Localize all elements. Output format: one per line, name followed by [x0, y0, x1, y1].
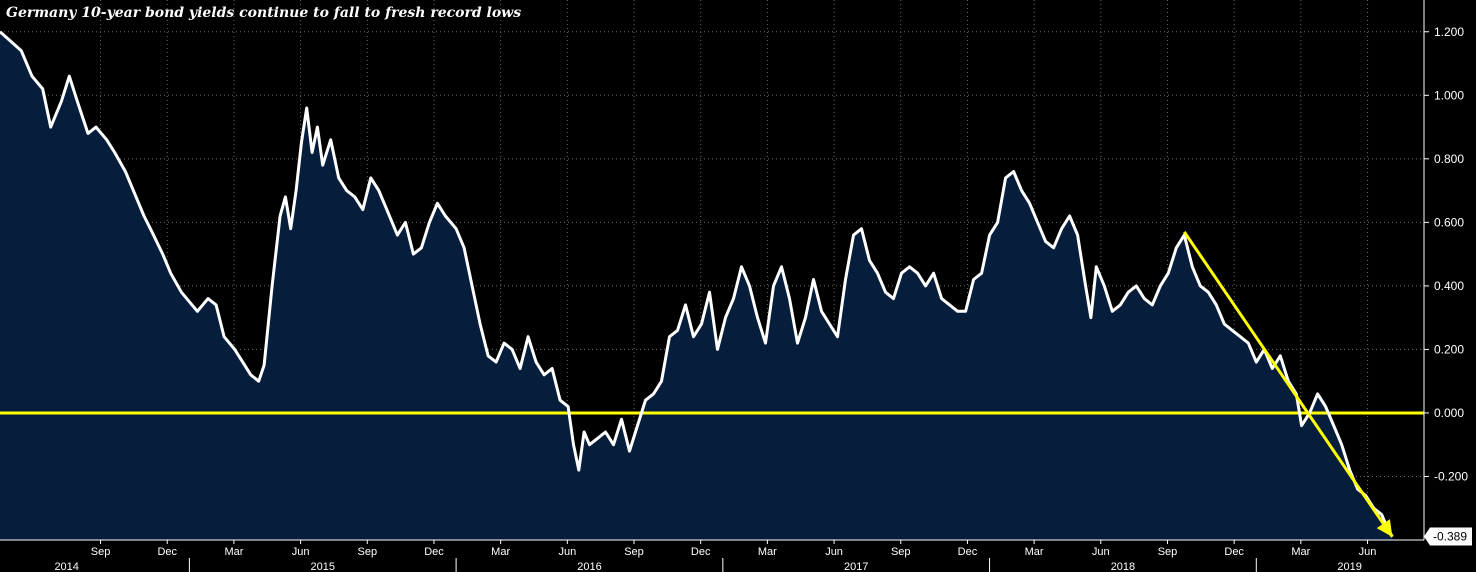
x-tick-label: Jun: [1092, 546, 1110, 558]
x-tick-label: Dec: [424, 546, 444, 558]
x-tick-label: Jun: [558, 546, 576, 558]
x-tick-label: Dec: [1224, 546, 1244, 558]
trend-arrow: [1183, 231, 1394, 538]
trend-arrow-head: [1376, 519, 1393, 537]
y-tick-label: 1.000: [1434, 88, 1464, 102]
x-tick-label: Mar: [758, 546, 777, 558]
x-tick-label: Mar: [224, 546, 243, 558]
y-tick-label: 0.000: [1434, 406, 1464, 420]
x-tick-label: Sep: [357, 546, 377, 558]
x-tick-label: Mar: [491, 546, 510, 558]
y-tick-label: -0.200: [1434, 469, 1468, 483]
x-tick-label: Sep: [891, 546, 911, 558]
x-tick-label: Sep: [624, 546, 644, 558]
x-tick-label: Mar: [1025, 546, 1044, 558]
x-tick-label: Dec: [958, 546, 978, 558]
x-axis: Sep Dec Mar Jun Sep Dec Mar Jun Sep Dec Mar Jun Sep D…: [0, 539, 1424, 572]
x-tick-label: Jun: [825, 546, 843, 558]
year-label: 2015: [311, 561, 335, 572]
year-label: 2016: [577, 561, 601, 572]
x-tick-label: Sep: [1158, 546, 1178, 558]
y-axis: -0.200 0.000 0.200 0.400 0.600 0.800 1.000 1.20…: [1423, 0, 1468, 540]
year-label: 2017: [844, 561, 868, 572]
last-value-label: -0.389: [1433, 530, 1467, 544]
x-tick-label: Dec: [157, 546, 177, 558]
x-tick-label: Mar: [1291, 546, 1310, 558]
chart-title: Germany 10-year bond yields continue to …: [6, 5, 521, 21]
y-tick-label: 0.200: [1434, 342, 1464, 356]
y-tick-label: 0.400: [1434, 279, 1464, 293]
y-tick-label: 0.800: [1434, 152, 1464, 166]
yield-series-line: [0, 30, 1394, 538]
year-label: 2018: [1111, 561, 1135, 572]
x-tick-label: Jun: [292, 546, 310, 558]
trend-arrow-shaft: [1183, 231, 1394, 538]
last-value-tag: -0.389: [1424, 527, 1472, 546]
year-label: 2014: [54, 561, 78, 572]
x-tick-label: Jun: [1359, 546, 1377, 558]
y-tick-label: 0.600: [1434, 215, 1464, 229]
x-tick-label: Sep: [91, 546, 111, 558]
x-tick-label: Dec: [691, 546, 711, 558]
year-label: 2019: [1337, 561, 1361, 572]
y-tick-label: 1.200: [1434, 25, 1464, 39]
last-value-box: [1424, 527, 1472, 546]
